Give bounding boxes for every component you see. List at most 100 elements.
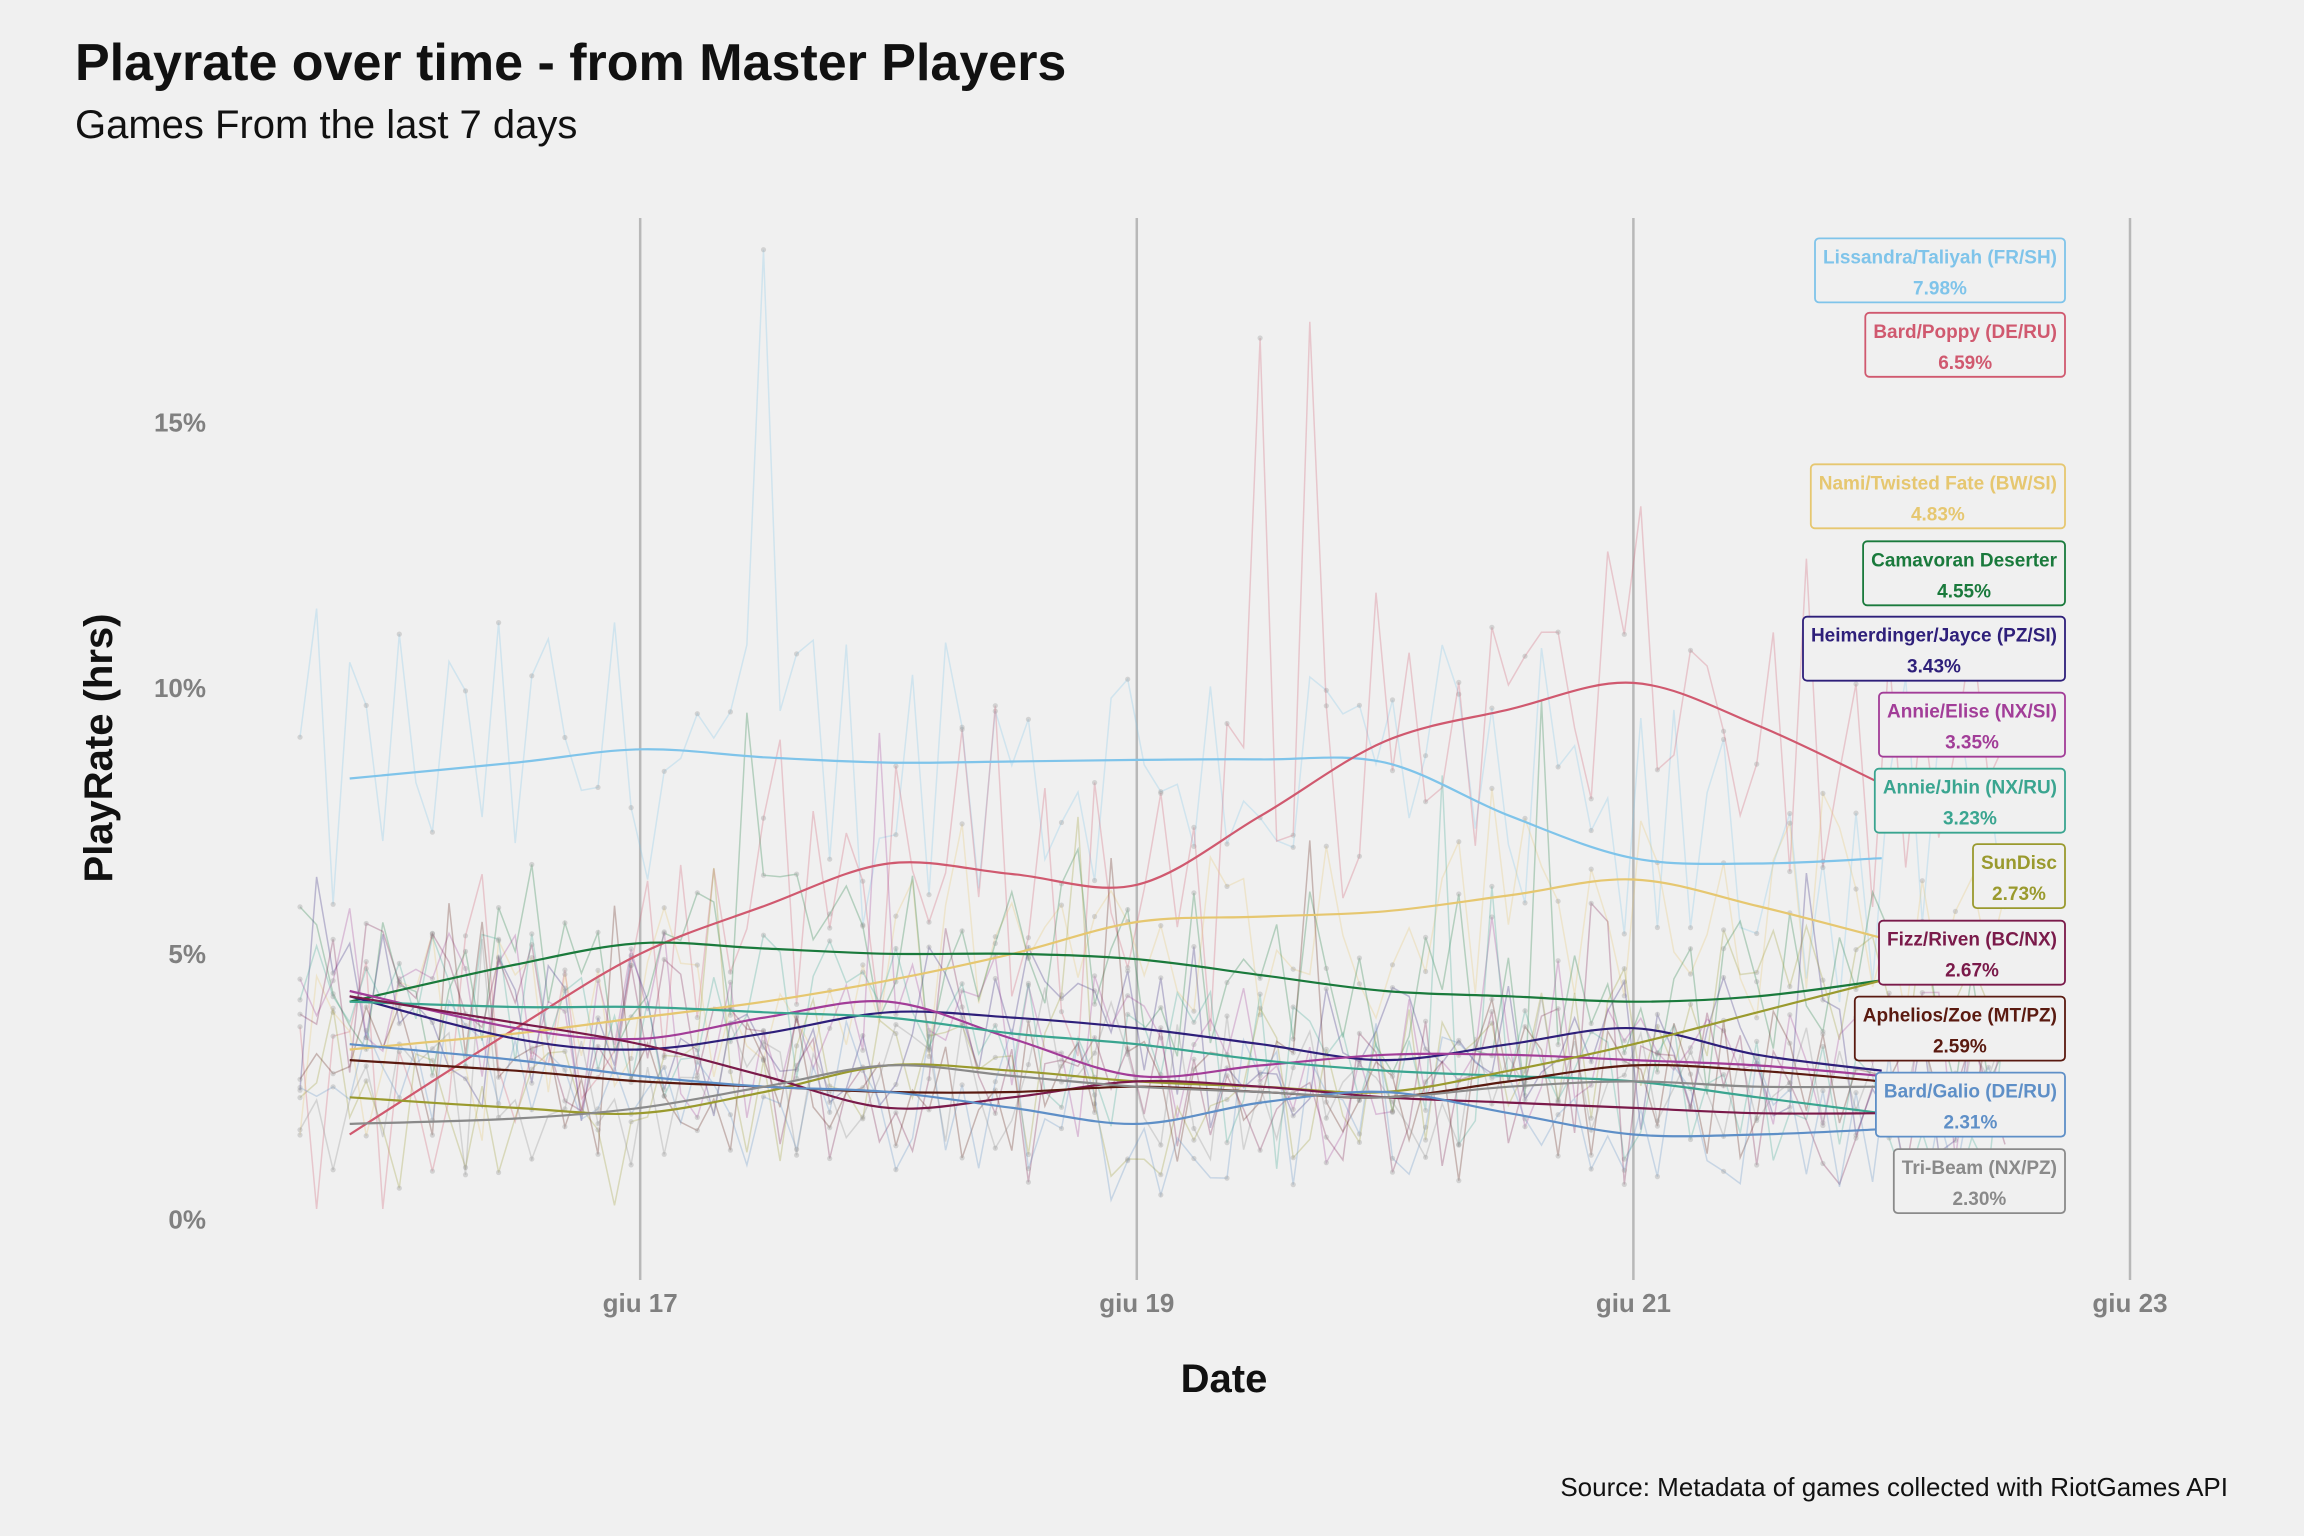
raw-data-point [1687,946,1694,952]
raw-data-point [760,1044,767,1050]
raw-data-point [1555,1042,1561,1048]
raw-data-point [1158,1071,1164,1078]
raw-data-point [1125,1051,1131,1057]
series-label-value: 3.43% [1907,657,1961,678]
raw-data-point [297,1076,303,1082]
raw-data-point [1522,1068,1528,1074]
raw-data-point [760,1057,767,1063]
raw-data-point [1820,1043,1826,1050]
raw-data-point [1389,985,1396,991]
raw-data-point [694,1047,700,1053]
y-tick-label: 5% [168,939,206,969]
raw-data-point [760,1027,767,1034]
raw-data-point [727,1112,734,1118]
trend-line [349,995,1882,1072]
raw-data-point [363,1035,369,1041]
raw-data-point [794,871,800,877]
raw-data-point [1588,1166,1594,1172]
raw-data-point [860,962,866,968]
raw-data-point [1456,1178,1462,1184]
raw-data-point [1787,1040,1793,1046]
raw-data-point [429,829,435,835]
series-label-name: Aphelios/Zoe (MT/PZ) [1863,1006,2057,1027]
raw-data-point [628,1055,634,1062]
raw-data-point [1025,955,1031,962]
series-label: Nami/Twisted Fate (BW/SI) 4.83% [1809,463,2066,530]
raw-data-point [926,1046,932,1052]
series-label-name: Camavoran Deserter [1871,550,2057,571]
raw-data-point [330,1033,336,1039]
raw-data-point [1092,1092,1098,1098]
raw-data-point [1191,944,1197,950]
raw-data-point [595,784,601,791]
raw-data-point [1687,1049,1694,1055]
raw-data-point [396,1095,402,1101]
raw-data-point [760,1094,767,1100]
raw-data-point [396,976,402,982]
raw-data-point [827,1155,833,1162]
raw-data-point [1125,965,1131,971]
raw-data-point [1588,866,1594,872]
raw-data-point [1224,1140,1230,1146]
series-label: Aphelios/Zoe (MT/PZ) 2.59% [1853,995,2066,1062]
trend-line [349,681,1883,1136]
raw-data-point [959,1014,965,1020]
raw-data-point [1555,764,1561,770]
raw-data-point [1356,1097,1362,1103]
raw-data-point [1919,990,1925,996]
raw-data-point [562,988,568,994]
raw-data-point [1820,997,1826,1003]
raw-series-line [299,700,2006,1096]
raw-data-point [1820,1028,1826,1035]
raw-data-point [1058,819,1065,826]
trend-line [349,995,1882,1115]
raw-data-point [1323,687,1329,693]
x-tick-label: giu 21 [1596,1288,1671,1318]
series-label-name: Bard/Poppy (DE/RU) [1873,322,2057,343]
raw-data-point [1058,1063,1065,1069]
raw-data-point [727,969,734,975]
raw-data-point [529,1045,535,1051]
raw-data-point [1356,702,1362,708]
raw-data-point [496,620,502,626]
raw-data-point [297,1084,303,1091]
y-tick-label: 0% [168,1204,206,1234]
raw-data-point [1588,1152,1594,1158]
raw-data-point [529,1080,535,1086]
raw-data-point [661,929,667,935]
raw-data-point [1754,1055,1760,1061]
raw-data-point [1092,988,1098,994]
raw-data-point [297,1011,303,1017]
raw-data-point [496,905,502,911]
raw-data-point [727,979,734,985]
raw-data-point [496,959,502,966]
raw-data-point [1092,973,1098,979]
raw-data-point [959,1082,965,1088]
raw-data-point [694,1114,700,1120]
raw-data-point [727,1069,734,1075]
raw-data-point [330,901,336,907]
raw-data-point [496,938,502,944]
raw-data-point [794,1152,800,1158]
raw-data-point [794,1067,800,1073]
raw-data-point [1389,1099,1396,1105]
raw-data-point [297,734,303,740]
raw-data-point [1058,1104,1065,1110]
raw-data-point [1125,968,1131,974]
raw-data-point [396,1049,402,1055]
raw-data-point [1257,1012,1263,1018]
raw-data-point [1224,883,1230,890]
raw-data-point [1423,1107,1429,1113]
raw-data-point [926,944,932,950]
raw-data-point [1654,1011,1660,1018]
raw-data-point [1522,1008,1528,1014]
raw-data-point [363,1133,369,1139]
raw-data-point [1191,1056,1197,1062]
raw-data-point [1224,1096,1230,1103]
raw-data-point [363,1027,369,1033]
raw-data-point [1820,1120,1826,1126]
raw-data-point [1754,1162,1760,1168]
raw-data-point [1489,1009,1495,1015]
series-label-box [1814,237,2066,304]
raw-data-point [297,976,303,982]
